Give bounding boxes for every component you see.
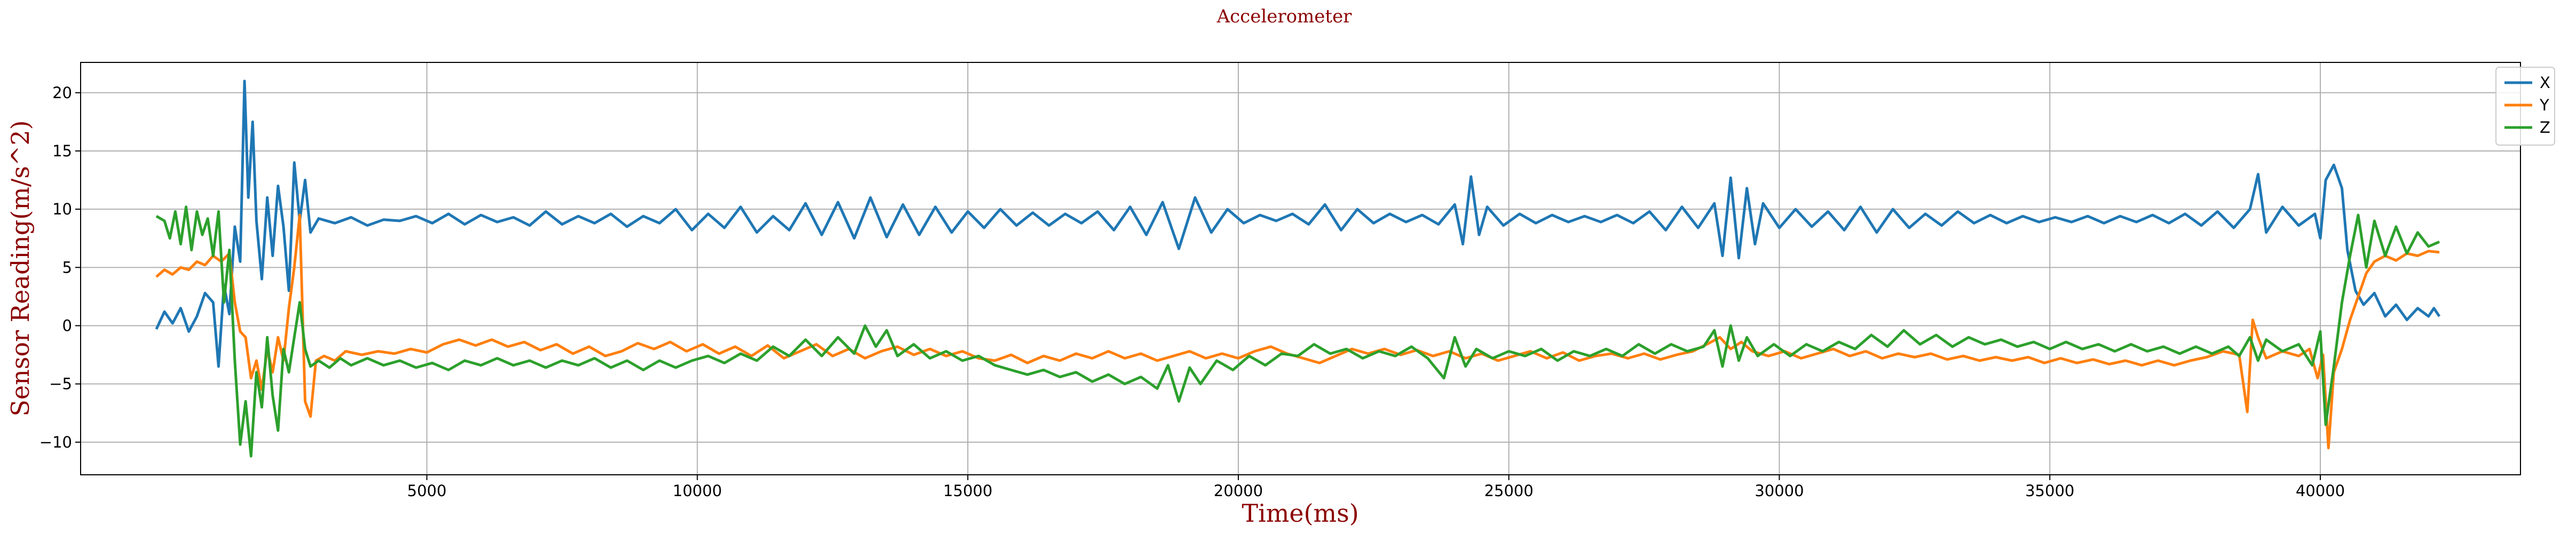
x-tick-label: 25000 bbox=[1484, 482, 1534, 500]
y-tick-label: −10 bbox=[39, 433, 72, 451]
x-tick-label: 40000 bbox=[2296, 482, 2345, 500]
x-axis-label: Time(ms) bbox=[1242, 499, 1358, 528]
legend-label-z: Z bbox=[2540, 118, 2550, 137]
y-tick-label: 5 bbox=[62, 258, 72, 276]
x-tick-label: 10000 bbox=[673, 482, 722, 500]
legend-label-y: Y bbox=[2539, 96, 2549, 114]
series-line-x bbox=[155, 79, 2441, 368]
y-tick-label: −5 bbox=[49, 375, 72, 393]
series-line-z bbox=[155, 205, 2440, 458]
chart-title: Accelerometer bbox=[1216, 6, 1353, 27]
plot-frame bbox=[80, 62, 2521, 475]
x-tick-label: 30000 bbox=[1755, 482, 1804, 500]
x-tick-label: 15000 bbox=[943, 482, 992, 500]
x-tick-label: 35000 bbox=[2025, 482, 2074, 500]
legend-label-x: X bbox=[2540, 74, 2550, 92]
y-tick-label: 10 bbox=[52, 200, 72, 218]
x-tick-label: 5000 bbox=[407, 482, 447, 500]
series-lines bbox=[155, 79, 2441, 458]
grid-lines bbox=[81, 62, 2520, 475]
axis-ticks: 5000 10000 15000 20000 25000 30000 35000 40000 −… bbox=[39, 84, 2345, 500]
series-line-y bbox=[155, 213, 2440, 450]
y-tick-label: 15 bbox=[52, 142, 72, 160]
x-tick-label: 20000 bbox=[1214, 482, 1263, 500]
y-axis-label: Sensor Reading(m/s^2) bbox=[6, 120, 35, 416]
y-tick-label: 20 bbox=[52, 84, 72, 102]
y-tick-label: 0 bbox=[62, 316, 72, 334]
legend: XYZ bbox=[2495, 67, 2555, 146]
